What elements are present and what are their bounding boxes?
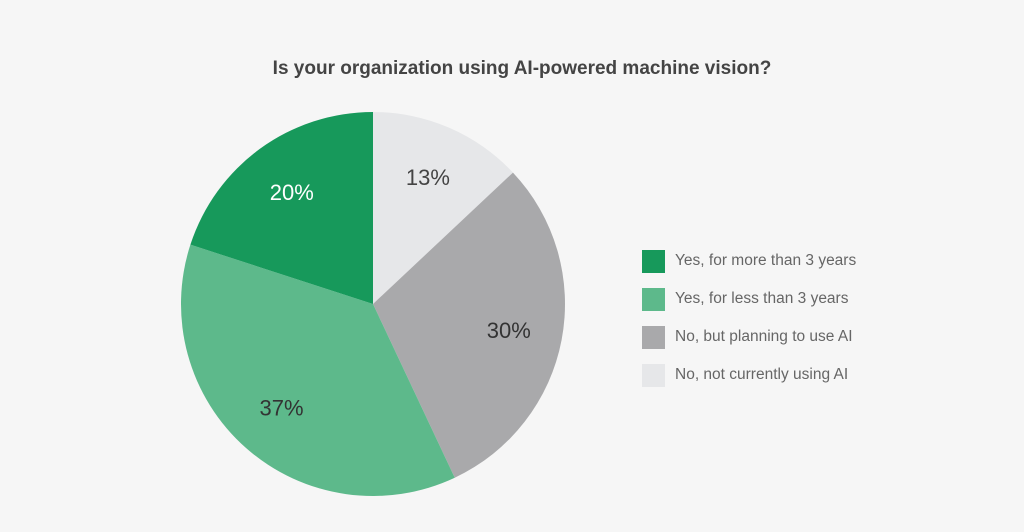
legend-item: No, not currently using AI — [642, 356, 856, 394]
slice-data-label: 37% — [260, 396, 304, 421]
slice-data-label: 20% — [270, 180, 314, 205]
chart-title: Is your organization using AI-powered ma… — [272, 58, 772, 79]
legend: Yes, for more than 3 years Yes, for less … — [642, 242, 856, 394]
legend-item: Yes, for more than 3 years — [642, 242, 856, 280]
legend-swatch — [642, 363, 665, 387]
legend-item: Yes, for less than 3 years — [642, 280, 856, 318]
slice-data-label: 13% — [406, 165, 450, 190]
legend-label: Yes, for less than 3 years — [675, 290, 849, 307]
pie-slice — [373, 172, 565, 478]
pie-slice — [180, 244, 455, 497]
legend-item: No, but planning to use AI — [642, 318, 856, 356]
slice-data-label: 30% — [487, 318, 531, 343]
legend-label: Yes, for more than 3 years — [675, 252, 857, 269]
pie-slice — [190, 112, 373, 304]
pie-slice — [373, 112, 513, 304]
legend-label: No, but planning to use AI — [675, 328, 853, 345]
legend-swatch — [642, 325, 665, 349]
legend-swatch — [642, 287, 665, 311]
legend-label: No, not currently using AI — [675, 366, 849, 383]
legend-swatch — [642, 249, 665, 273]
